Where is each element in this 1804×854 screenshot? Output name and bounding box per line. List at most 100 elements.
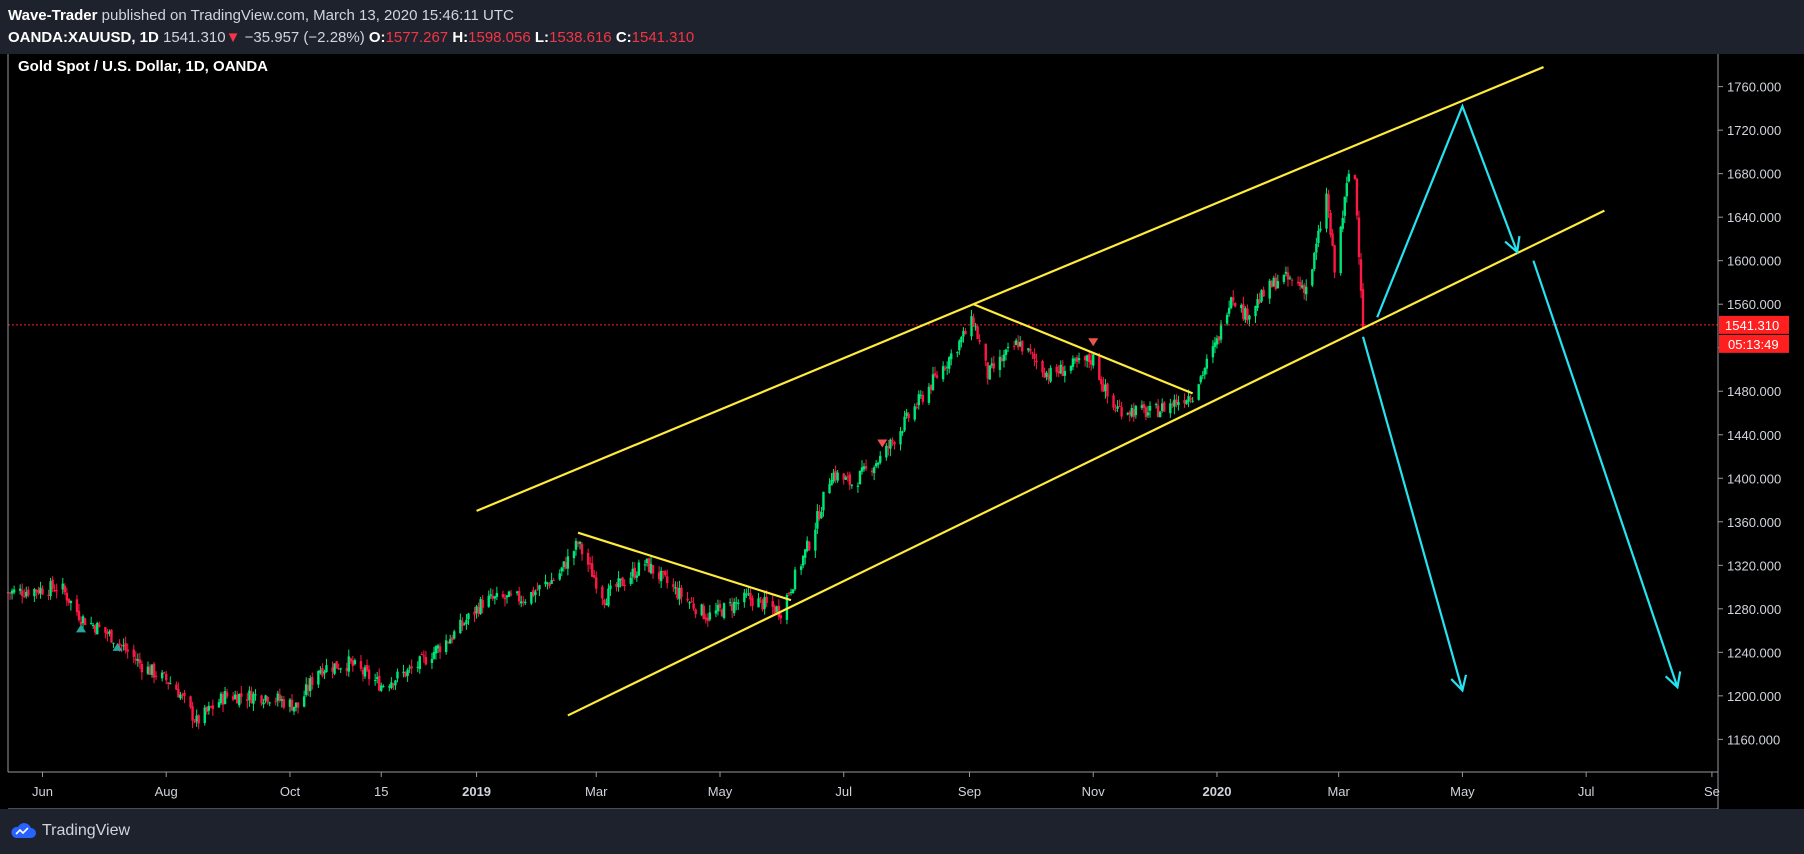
time-tick-label: Mar: [1327, 784, 1350, 799]
author-name[interactable]: Wave-Trader: [8, 7, 98, 24]
time-tick-label: Oct: [280, 784, 301, 799]
candle-body: [832, 472, 835, 482]
candle-body: [956, 352, 959, 354]
candle-body: [631, 568, 634, 577]
candle-body: [49, 581, 52, 596]
candle-body: [96, 622, 99, 635]
candle-body: [1000, 358, 1004, 362]
price-tick-label: 1360.000: [1727, 515, 1781, 530]
candle-body: [319, 670, 322, 673]
candle-body: [803, 549, 807, 558]
candle-body: [846, 476, 849, 478]
candle-body: [814, 529, 817, 551]
candle-body: [434, 646, 438, 654]
candle-body: [1311, 269, 1314, 286]
candle-body: [574, 541, 578, 550]
candle-body: [1260, 290, 1263, 302]
candle-body: [870, 470, 874, 473]
candle-body: [191, 706, 194, 721]
candle-body: [1055, 366, 1058, 373]
candle-body: [219, 693, 223, 703]
candle-body: [160, 672, 164, 679]
candle-body: [848, 474, 852, 485]
candle-body: [1102, 384, 1105, 392]
candle-body: [945, 366, 949, 368]
candle-body: [595, 577, 598, 589]
time-tick-label: 15: [374, 784, 388, 799]
candle-body: [948, 357, 951, 369]
candle-body: [1256, 299, 1259, 309]
time-tick-label: Jul: [1578, 784, 1595, 799]
candle-body: [65, 592, 69, 601]
candle-body: [572, 551, 576, 559]
candle-body: [489, 594, 492, 596]
candle-body: [1175, 399, 1178, 405]
candle-body: [515, 591, 519, 594]
forecast-arrow-head-3: [1664, 671, 1682, 690]
price-tick-label: 1440.000: [1727, 428, 1781, 443]
candle-body: [233, 694, 237, 700]
candle-body: [1029, 348, 1032, 352]
candle-body: [743, 592, 746, 603]
candle-body: [481, 599, 484, 608]
candle-body: [666, 576, 669, 584]
candle-body: [248, 690, 251, 700]
candle-body: [1215, 338, 1219, 345]
candle-body: [69, 600, 73, 604]
candle-body: [905, 412, 908, 417]
candle-body: [580, 544, 584, 555]
forecast-arrow-path-1: [1376, 103, 1519, 318]
chart-area[interactable]: 1160.000 1200.000 1240.000 1280.000 1320.000…: [0, 54, 1804, 810]
time-tick-label: Mar: [585, 784, 608, 799]
brand-logo[interactable]: TradingView: [10, 822, 130, 840]
candle-body: [1128, 412, 1131, 415]
candle-body: [1189, 398, 1192, 400]
candle-body: [396, 671, 399, 679]
forecast-arrow-path-2: [1361, 336, 1464, 691]
candle-body: [1085, 355, 1089, 361]
candle-body: [842, 473, 845, 480]
candle-body: [779, 615, 783, 619]
candle-body: [950, 353, 953, 360]
candle-body: [566, 556, 570, 569]
candle-body: [465, 620, 468, 625]
price-chart[interactable]: 1160.000 1200.000 1240.000 1280.000 1320.000…: [0, 54, 1804, 810]
candle-body: [998, 356, 1002, 370]
published-text: published on TradingView.com, March 13, …: [101, 7, 514, 24]
candle-body: [349, 658, 353, 662]
candle-body: [402, 671, 405, 674]
candle-body: [941, 366, 945, 380]
candle-body: [311, 676, 314, 686]
candle-body: [1114, 409, 1117, 411]
candle-body: [586, 552, 590, 565]
candle-body: [576, 542, 580, 545]
candle-body: [1061, 366, 1065, 376]
candle-body: [424, 656, 428, 665]
candle-body: [23, 596, 26, 598]
candle-body: [152, 663, 156, 678]
symbol-label[interactable]: OANDA:XAUUSD, 1D: [8, 29, 159, 46]
candle-body: [988, 365, 991, 380]
candle-body: [359, 661, 363, 669]
candle-body: [1270, 281, 1273, 288]
price-tick-label: 1640.000: [1727, 210, 1781, 225]
countdown-label: 05:13:49: [1728, 337, 1779, 352]
candle-body: [674, 587, 677, 589]
forecast-arrow-head-1: [1504, 235, 1521, 255]
candle-body: [517, 590, 521, 602]
candle-body: [150, 664, 154, 675]
candle-body: [560, 567, 563, 572]
candle-body: [834, 470, 837, 480]
candle-body: [1169, 403, 1172, 414]
chart-header: Wave-Trader published on TradingView.com…: [0, 0, 1804, 54]
candle-body: [921, 394, 925, 402]
candle-body: [1274, 277, 1277, 290]
candle-body: [1305, 286, 1308, 295]
candle-body: [260, 695, 263, 704]
candle-body: [20, 590, 24, 596]
candle-body: [189, 696, 192, 708]
candle-body: [167, 682, 170, 684]
candle-body: [461, 621, 464, 627]
candle-body: [749, 592, 752, 600]
candle-body: [757, 598, 760, 608]
